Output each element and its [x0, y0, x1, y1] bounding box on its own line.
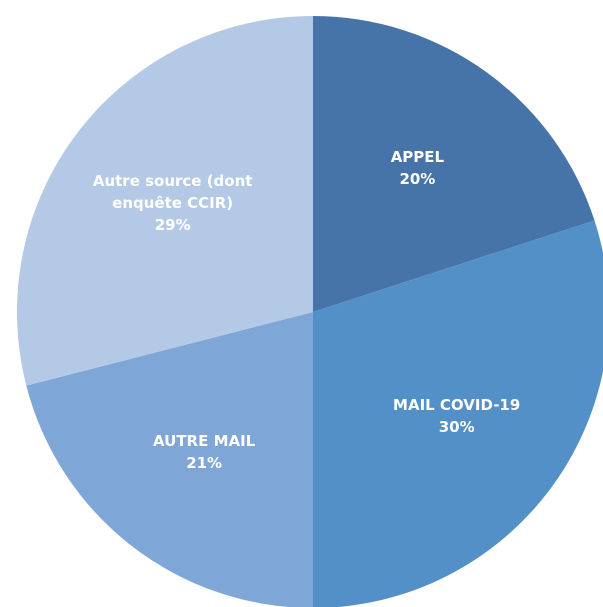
value-label: 21% — [186, 454, 223, 473]
category-label: APPEL — [390, 148, 445, 167]
value-label: 30% — [438, 418, 475, 437]
category-label: MAIL COVID-19 — [393, 396, 521, 415]
pie-slice — [313, 220, 603, 607]
slice-label: AUTRE MAIL 21% — [109, 430, 299, 474]
pie-slice — [313, 16, 595, 312]
slice-label: Autre source (dont enquête CCIR) 29% — [78, 170, 268, 236]
value-label: 20% — [399, 170, 436, 189]
category-label: AUTRE MAIL — [153, 432, 256, 451]
category-label: Autre source (dont enquête CCIR) — [92, 172, 253, 213]
pie-slice — [16, 16, 313, 386]
slice-label: APPEL 20% — [322, 146, 512, 190]
pie-slice — [26, 312, 313, 607]
slice-label: MAIL COVID-19 30% — [362, 394, 552, 438]
value-label: 29% — [154, 216, 191, 235]
